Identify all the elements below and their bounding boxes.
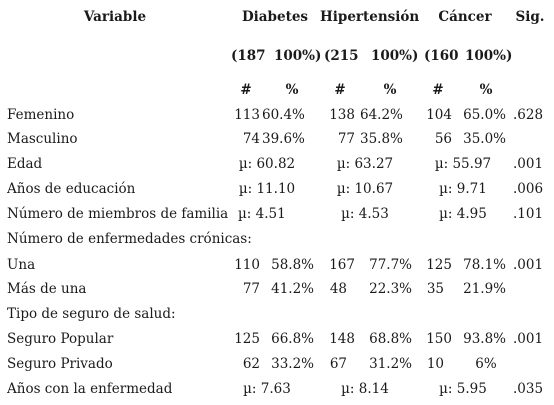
cell-cancer-pct: 35.0% (463, 131, 506, 147)
cell-diabetes-count: 113 (234, 107, 260, 123)
cell-diabetes-pct: 58.8% (271, 257, 314, 273)
cell-sig: .001 (513, 331, 544, 347)
cell-hipertension-mean: µ: 8.14 (341, 381, 389, 397)
row-label-educacion: Años de educación (7, 181, 136, 197)
total-diabetes-pct: 100%) (274, 48, 322, 64)
row-label-familia: Número de miembros de familia (7, 206, 229, 222)
cell-sig: .035 (513, 381, 544, 397)
cell-diabetes-pct: 66.8% (271, 331, 314, 347)
cell-sig: .001 (513, 257, 544, 273)
cell-hipertension-pct: 68.8% (369, 331, 412, 347)
cell-diabetes-mean: µ: 11.10 (238, 181, 296, 197)
subheader-count-hipertension: # (334, 82, 346, 98)
row-label-seguro: Tipo de seguro de salud: (7, 306, 176, 322)
row-label-masdeuna: Más de una (7, 281, 87, 297)
header-hipertension: Hipertensión (320, 9, 420, 25)
cell-diabetes-count: 125 (234, 331, 260, 347)
row-label-privado: Seguro Privado (7, 356, 113, 372)
cell-diabetes-count: 74 (242, 131, 260, 147)
subheader-pct-cancer: % (479, 82, 493, 98)
row-label-femenino: Femenino (7, 107, 75, 123)
total-hipertension: (215 (324, 48, 359, 64)
cell-cancer-mean: µ: 55.97 (434, 156, 492, 172)
cell-hipertension-mean: µ: 63.27 (336, 156, 394, 172)
cell-cancer-pct: 78.1% (463, 257, 506, 273)
header-diabetes: Diabetes (241, 9, 309, 25)
cell-hipertension-pct: 22.3% (369, 281, 412, 297)
row-label-popular: Seguro Popular (7, 331, 114, 347)
cell-diabetes-count: 77 (242, 281, 260, 297)
cell-hipertension-pct: 64.2% (360, 107, 403, 123)
cell-cancer-mean: µ: 4.95 (439, 206, 487, 222)
cell-hipertension-count: 67 (329, 356, 347, 372)
cell-diabetes-count: 110 (234, 257, 260, 273)
cell-hipertension-count: 148 (329, 331, 355, 347)
cell-sig: .006 (513, 181, 544, 197)
subheader-pct-diabetes: % (285, 82, 299, 98)
cell-diabetes-mean: µ: 7.63 (243, 381, 291, 397)
cell-cancer-count: 104 (426, 107, 452, 123)
cell-sig: .001 (513, 156, 544, 172)
cell-cancer-count: 10 (426, 356, 444, 372)
row-label-una: Una (7, 257, 36, 273)
row-label-edad: Edad (7, 156, 43, 172)
cell-hipertension-pct: 77.7% (369, 257, 412, 273)
cell-hipertension-count: 77 (337, 131, 355, 147)
cell-hipertension-count: 138 (329, 107, 355, 123)
row-label-anios: Años con la enfermedad (7, 381, 173, 397)
cell-diabetes-count: 62 (242, 356, 260, 372)
subheader-count-diabetes: # (240, 82, 252, 98)
cell-hipertension-mean: µ: 10.67 (336, 181, 394, 197)
cell-cancer-mean: µ: 9.71 (439, 181, 487, 197)
cell-diabetes-pct: 39.6% (262, 131, 305, 147)
cell-hipertension-mean: µ: 4.53 (341, 206, 389, 222)
cell-sig: .101 (513, 206, 544, 222)
total-hipertension-pct: 100%) (371, 48, 419, 64)
cell-cancer-pct: 21.9% (463, 281, 506, 297)
header-sig: Sig. (515, 9, 545, 25)
subheader-pct-hipertension: % (383, 82, 397, 98)
cell-cancer-pct: 6% (475, 356, 497, 372)
header-cancer: Cáncer (438, 9, 492, 25)
cell-sig: .628 (513, 107, 544, 123)
cell-cancer-count: 35 (426, 281, 444, 297)
total-diabetes: (187 (231, 48, 266, 64)
cell-cancer-pct: 93.8% (463, 331, 506, 347)
cell-cancer-count: 56 (434, 131, 452, 147)
cell-diabetes-pct: 41.2% (271, 281, 314, 297)
cell-diabetes-pct: 33.2% (271, 356, 314, 372)
subheader-count-cancer: # (432, 82, 444, 98)
row-label-masculino: Masculino (7, 131, 78, 147)
cell-diabetes-mean: µ: 4.51 (238, 206, 286, 222)
row-label-cronicas: Número de enfermedades crónicas: (7, 231, 252, 247)
header-variable: Variable (83, 9, 147, 25)
cell-hipertension-count: 167 (329, 257, 355, 273)
cell-hipertension-pct: 35.8% (360, 131, 403, 147)
cell-cancer-pct: 65.0% (463, 107, 506, 123)
cell-diabetes-mean: µ: 60.82 (238, 156, 296, 172)
cell-cancer-count: 150 (426, 331, 452, 347)
cell-cancer-mean: µ: 5.95 (439, 381, 487, 397)
cell-diabetes-pct: 60.4% (262, 107, 305, 123)
total-cancer: (160 (424, 48, 459, 64)
cell-cancer-count: 125 (426, 257, 452, 273)
total-cancer-pct: 100%) (465, 48, 513, 64)
cell-hipertension-pct: 31.2% (369, 356, 412, 372)
cell-hipertension-count: 48 (329, 281, 347, 297)
